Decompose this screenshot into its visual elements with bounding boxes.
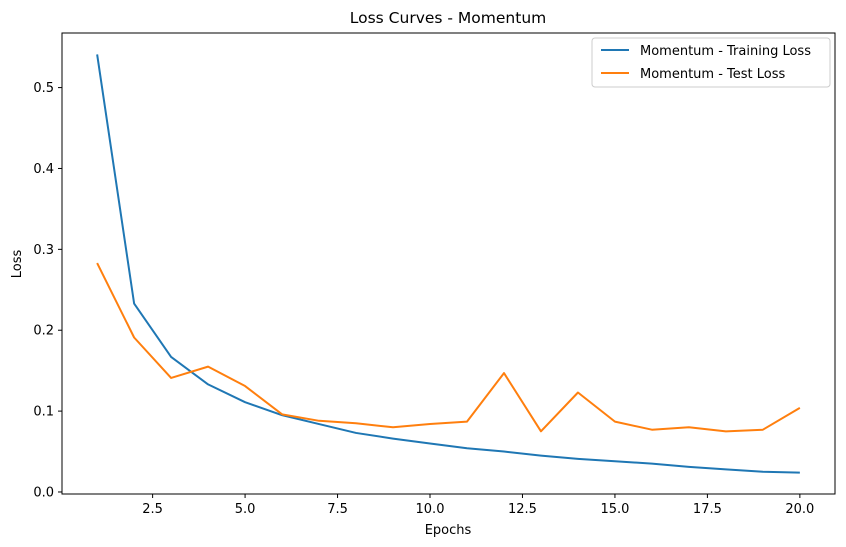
legend-box xyxy=(591,37,831,88)
y-axis-ticks: 0.0 0.1 0.2 0.3 0.4 0.5 xyxy=(33,81,62,500)
x-tick-label: 15.0 xyxy=(600,502,629,517)
y-tick-label: 0.4 xyxy=(33,162,54,177)
x-tick-label: 2.5 xyxy=(142,502,163,517)
y-tick-label: 0.0 xyxy=(33,485,54,500)
y-tick-label: 0.2 xyxy=(33,324,54,339)
series-line-training-loss xyxy=(96,54,800,474)
legend-label-training: Momentum - Training Loss xyxy=(640,44,811,59)
legend-label-test: Momentum - Test Loss xyxy=(640,67,785,82)
series-lines xyxy=(96,54,801,474)
plot-area xyxy=(61,32,836,495)
y-tick-label: 0.1 xyxy=(33,405,54,420)
x-axis-ticks: 2.5 5.0 7.5 10.0 12.5 15.0 17.5 20.0 xyxy=(142,494,814,517)
chart-title: Loss Curves - Momentum xyxy=(350,9,547,27)
y-axis-label: Loss xyxy=(10,250,25,279)
y-tick-label: 0.3 xyxy=(33,243,54,258)
x-axis-label: Epochs xyxy=(425,523,472,538)
x-tick-label: 7.5 xyxy=(327,502,348,517)
legend: Momentum - Training Loss Momentum - Test… xyxy=(591,37,831,88)
plot-frame xyxy=(61,32,836,495)
x-tick-label: 20.0 xyxy=(785,502,814,517)
x-tick-label: 10.0 xyxy=(416,502,445,517)
x-tick-label: 12.5 xyxy=(508,502,537,517)
x-tick-label: 5.0 xyxy=(235,502,256,517)
x-tick-label: 17.5 xyxy=(693,502,722,517)
series-line-test-loss xyxy=(96,262,801,433)
y-tick-label: 0.5 xyxy=(33,81,54,96)
